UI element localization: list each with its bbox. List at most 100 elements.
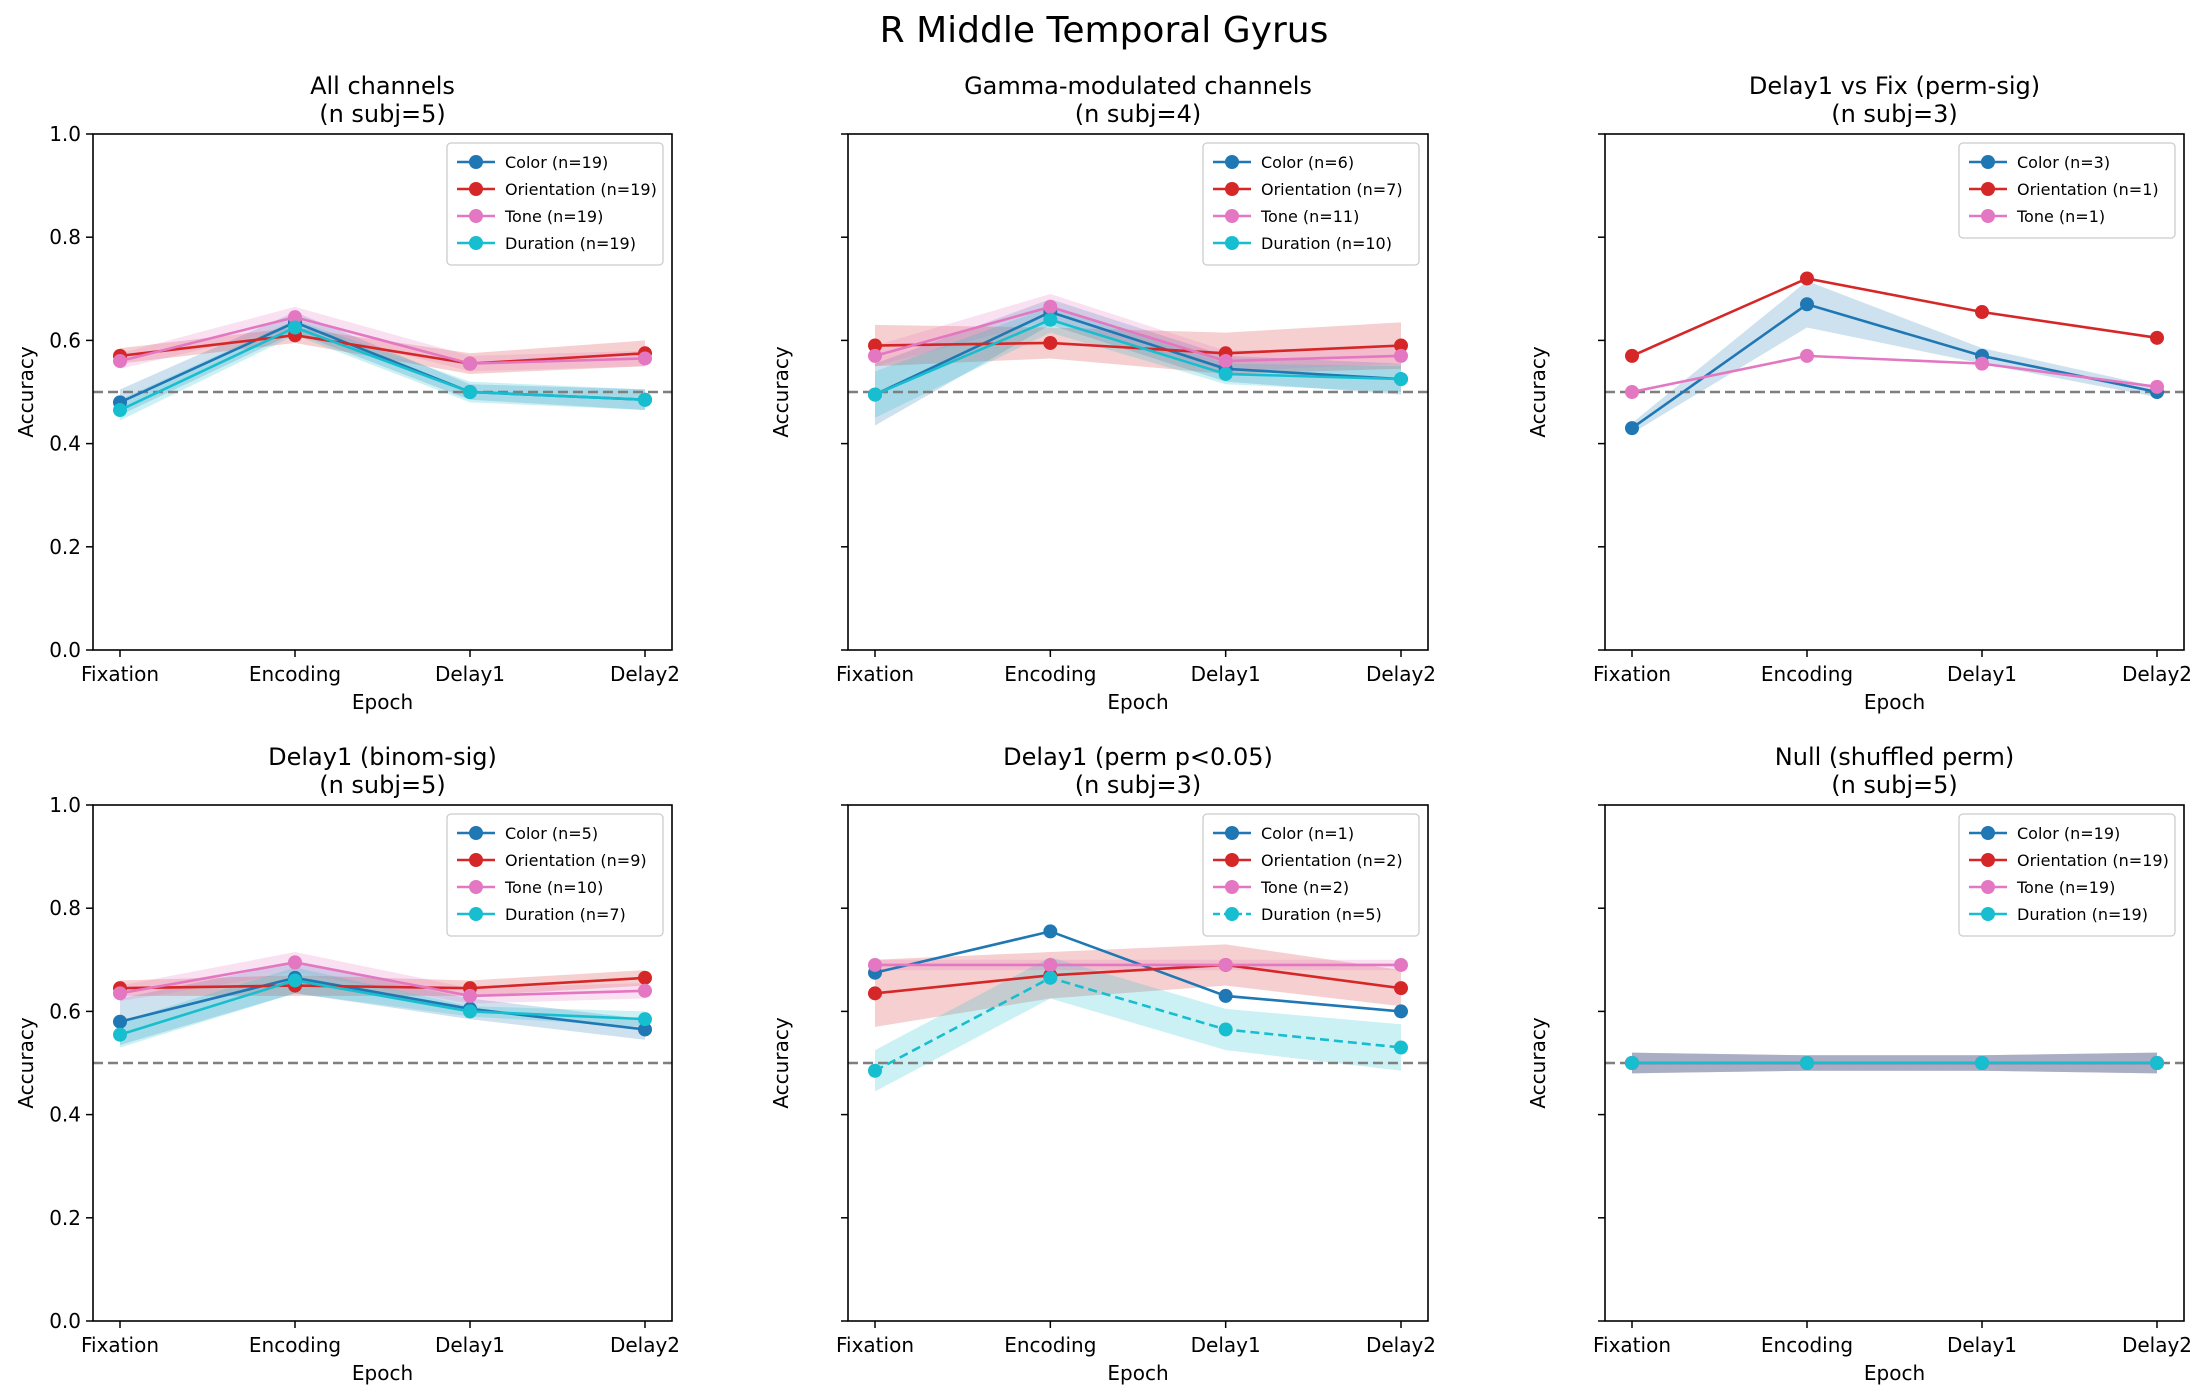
error-bands xyxy=(120,952,645,1048)
series-line xyxy=(119,315,646,365)
x-axis: Fixation Encoding Delay1 Delay2 xyxy=(1593,650,2192,686)
series-duration xyxy=(1625,1056,2164,1070)
data-point xyxy=(113,1014,127,1029)
legend-item: Tone (n=2) xyxy=(1213,878,1349,897)
x-tick-label: Fixation xyxy=(1593,662,1671,686)
x-axis: Fixation Encoding Delay1 Delay2 xyxy=(836,650,1436,686)
legend-item: Tone (n=11) xyxy=(1213,207,1359,226)
x-tick-label: Delay2 xyxy=(610,1333,680,1357)
data-point xyxy=(868,348,882,363)
series-line xyxy=(119,979,646,1036)
x-tick-label: Delay1 xyxy=(1191,1333,1261,1357)
legend-marker xyxy=(469,209,483,223)
legend-item: Tone (n=19) xyxy=(1969,878,2115,897)
legend-marker xyxy=(1225,155,1239,169)
series-tone xyxy=(113,310,652,371)
data-point xyxy=(463,1004,477,1019)
x-axis-label: Epoch xyxy=(1864,690,1925,714)
legend-marker xyxy=(469,182,483,196)
legend-item: Tone (n=10) xyxy=(457,878,603,897)
subplot-2: Gamma-modulated channels(n subj=4) Accura… xyxy=(769,72,1436,714)
legend-label: Color (n=19) xyxy=(505,153,608,172)
data-point xyxy=(1394,981,1408,996)
series-tone xyxy=(868,299,1408,369)
data-point xyxy=(1394,372,1408,387)
axes-frame xyxy=(92,804,673,1322)
subplot-3: Delay1 vs Fix (perm-sig)(n subj=3) Accura… xyxy=(1526,72,2192,714)
y-axis: 0.0 0.2 0.4 0.6 0.8 1.0 xyxy=(49,793,93,1333)
legend-item: Duration (n=19) xyxy=(457,234,636,253)
legend: Color (n=3) Orientation (n=1) Tone (n=1) xyxy=(1958,142,2176,239)
legend-label: Orientation (n=9) xyxy=(505,851,647,870)
data-point xyxy=(1800,271,1814,286)
data-point xyxy=(1394,338,1408,353)
subplot-subtitle: (n subj=5) xyxy=(1831,771,1958,799)
legend-marker xyxy=(1981,826,1995,840)
x-tick-label: Encoding xyxy=(1004,662,1096,686)
subplot-title: All channels xyxy=(310,72,455,100)
legend-item: Duration (n=19) xyxy=(1969,905,2148,924)
legend-item: Orientation (n=1) xyxy=(1969,180,2159,199)
legend-marker xyxy=(469,907,483,921)
legend-label: Duration (n=19) xyxy=(505,234,636,253)
x-axis: Fixation Encoding Delay1 Delay2 xyxy=(836,1321,1436,1357)
data-point xyxy=(1394,348,1408,363)
legend-label: Color (n=19) xyxy=(2017,824,2120,843)
legend-item: Orientation (n=7) xyxy=(1213,180,1403,199)
data-point xyxy=(1800,1056,1814,1070)
series-duration xyxy=(868,312,1408,402)
legend-box xyxy=(1958,142,2176,239)
y-tick-label: 0.4 xyxy=(49,1103,81,1127)
y-tick-label: 0.6 xyxy=(49,328,81,352)
subplot-6: Null (shuffled perm)(n subj=5) Accuracy Fi… xyxy=(1526,743,2192,1385)
legend-label: Orientation (n=2) xyxy=(1261,851,1403,870)
y-axis-label: Accuracy xyxy=(1526,1017,1550,1108)
legend-label: Color (n=6) xyxy=(1261,153,1354,172)
y-axis-label: Accuracy xyxy=(769,346,793,437)
legend-box xyxy=(1202,813,1420,937)
series-line xyxy=(119,326,646,412)
legend-item: Duration (n=5) xyxy=(1213,905,1382,924)
x-tick-label: Fixation xyxy=(836,662,914,686)
data-point xyxy=(288,310,302,325)
subplot-4: Delay1 (binom-sig)(n subj=5) 0.0 0.2 0.4 0.6… xyxy=(14,743,680,1385)
subplot-title: Delay1 (perm p<0.05) xyxy=(1003,743,1273,771)
x-tick-label: Encoding xyxy=(1761,1333,1853,1357)
legend-item: Tone (n=1) xyxy=(1969,207,2105,226)
legend: Color (n=19) Orientation (n=19) Tone (n=19… xyxy=(1958,813,2176,937)
y-axis xyxy=(1598,804,1605,1322)
data-point xyxy=(113,354,127,369)
legend-marker xyxy=(1981,880,1995,894)
legend-label: Orientation (n=19) xyxy=(505,180,657,199)
subplot-subtitle: (n subj=5) xyxy=(319,100,446,128)
y-axis xyxy=(1598,133,1605,651)
legend: Color (n=5) Orientation (n=9) Tone (n=10) D… xyxy=(446,813,664,937)
data-point xyxy=(1625,421,1639,436)
series-line xyxy=(874,318,1402,396)
legend-label: Tone (n=2) xyxy=(1260,878,1349,897)
legend-box xyxy=(446,142,664,266)
y-tick-label: 0.4 xyxy=(49,432,81,456)
data-point xyxy=(288,955,302,970)
series-line xyxy=(119,976,646,990)
legend-marker xyxy=(1981,209,1995,223)
data-point xyxy=(1218,354,1233,369)
data-point xyxy=(1043,335,1058,350)
data-point xyxy=(1800,297,1814,312)
x-tick-label: Delay2 xyxy=(1366,662,1436,686)
data-point xyxy=(463,356,477,371)
legend-label: Duration (n=10) xyxy=(1261,234,1392,253)
legend-item: Color (n=19) xyxy=(457,153,608,172)
series-line xyxy=(119,976,646,1031)
error-band-color xyxy=(875,299,1401,426)
legend-label: Tone (n=19) xyxy=(504,207,603,226)
legend-box xyxy=(446,813,664,937)
subplot-title: Delay1 (binom-sig) xyxy=(268,743,497,771)
y-axis-label: Accuracy xyxy=(14,1017,38,1108)
x-axis-label: Epoch xyxy=(1107,1361,1168,1385)
y-tick-label: 0.0 xyxy=(49,1309,81,1333)
data-point xyxy=(638,351,652,366)
legend-item: Duration (n=7) xyxy=(457,905,626,924)
series-tone xyxy=(113,955,652,1003)
y-axis-label: Accuracy xyxy=(769,1017,793,1108)
